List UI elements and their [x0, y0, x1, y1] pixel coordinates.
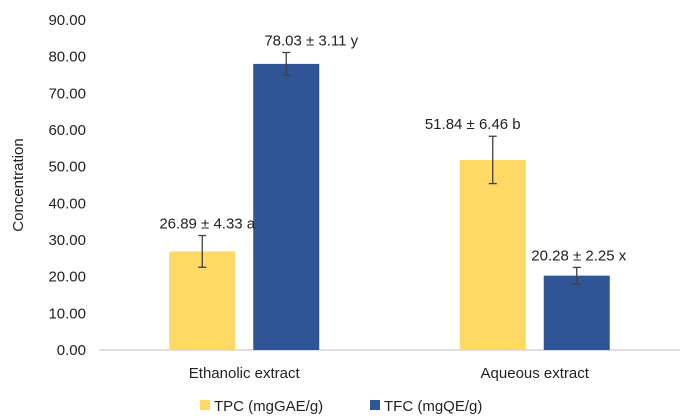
bar	[253, 63, 320, 350]
data-label: 78.03 ± 3.11 y	[264, 32, 358, 49]
data-label: 51.84 ± 6.46 b	[425, 116, 521, 133]
y-tick-label: 10.00	[48, 305, 86, 322]
y-tick-label: 40.00	[48, 195, 86, 212]
y-tick-label: 50.00	[48, 159, 86, 176]
data-label: 20.28 ± 2.25 x	[531, 247, 626, 264]
y-tick-label: 0.00	[57, 342, 86, 359]
data-labels: 26.89 ± 4.33 a 78.03 ± 3.11 y 51.84 ± 6.46…	[159, 32, 626, 264]
y-tick-label: 90.00	[48, 12, 86, 29]
legend: TPC (mgGAE/g) TFC (mgQE/g)	[200, 398, 482, 415]
bar	[543, 275, 610, 350]
category-labels: Ethanolic extract Aqueous extract	[189, 365, 590, 382]
y-tick-label: 70.00	[48, 85, 86, 102]
error-bars	[198, 51, 581, 285]
y-tick-label: 20.00	[48, 269, 86, 286]
legend-swatch	[370, 400, 380, 410]
y-axis-ticks: 0.00 10.00 20.00 30.00 40.00 50.00 60.00 70.00 8…	[48, 12, 86, 359]
y-tick-label: 60.00	[48, 122, 86, 139]
y-tick-label: 30.00	[48, 232, 86, 249]
bar	[459, 159, 526, 350]
legend-label: TPC (mgGAE/g)	[214, 398, 323, 415]
legend-label: TFC (mgQE/g)	[384, 398, 482, 415]
category-label: Aqueous extract	[481, 365, 590, 382]
data-label: 26.89 ± 4.33 a	[159, 216, 255, 233]
bars	[169, 63, 610, 350]
category-label: Ethanolic extract	[189, 365, 301, 382]
legend-swatch	[200, 400, 210, 410]
y-axis-title: Concentration	[10, 138, 27, 231]
y-tick-label: 80.00	[48, 49, 86, 66]
